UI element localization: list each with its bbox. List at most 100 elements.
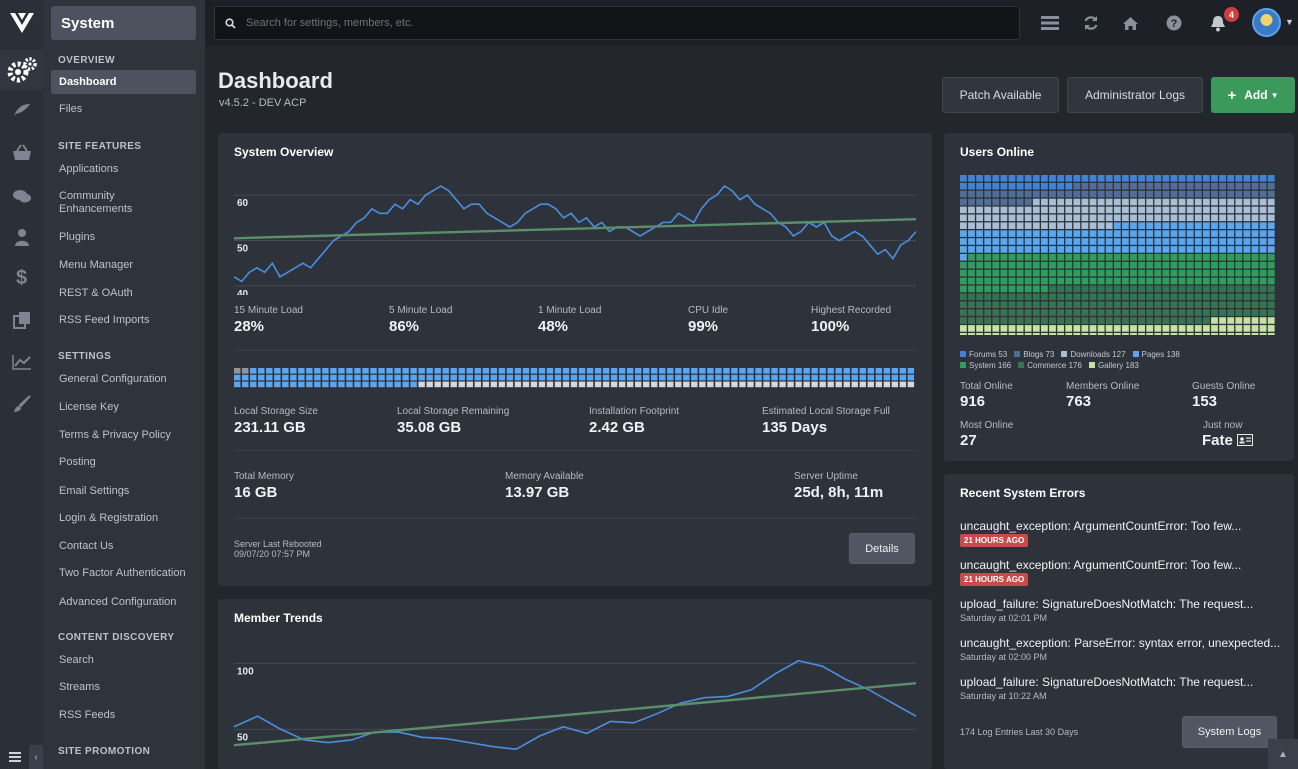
sidebar-item-two-factor[interactable]: Two Factor Authentication	[59, 567, 186, 579]
brush-icon[interactable]	[0, 384, 43, 424]
sidebar-item-files[interactable]: Files	[59, 103, 83, 115]
user-cell	[1081, 277, 1089, 285]
sidebar-item-contact-us[interactable]: Contact Us	[59, 540, 114, 552]
storage-cell	[362, 374, 369, 381]
dollar-icon[interactable]: $	[15, 266, 28, 289]
user-cell	[1081, 333, 1089, 335]
user-cell	[1162, 269, 1170, 277]
scroll-to-top-button[interactable]: ▲	[1268, 739, 1298, 769]
sidebar-item-menu-manager[interactable]: Menu Manager	[59, 259, 133, 271]
error-item-title[interactable]: uncaught_exception: ArgumentCountError: …	[960, 519, 1242, 533]
user-cell	[1194, 285, 1202, 293]
patch-available-button[interactable]: Patch Available	[942, 77, 1059, 113]
user-cell	[1081, 285, 1089, 293]
user-cell	[1186, 206, 1194, 214]
sidebar-item-posting[interactable]: Posting	[59, 456, 96, 468]
storage-cell	[282, 381, 289, 388]
user-cell	[976, 206, 983, 214]
gears-icon[interactable]	[0, 50, 43, 90]
sidebar-item-plugins[interactable]: Plugins	[59, 231, 96, 243]
user-cell	[960, 222, 967, 229]
user-cell	[960, 230, 967, 237]
copy-icon[interactable]	[0, 300, 43, 340]
storage-cell	[442, 368, 449, 374]
sidebar-item-license-key[interactable]: License Key	[59, 401, 119, 413]
user-cell	[1097, 261, 1105, 269]
sidebar-item-advanced-configuration[interactable]: Advanced Configuration	[59, 596, 177, 608]
sidebar-item-streams[interactable]: Streams	[59, 681, 100, 693]
user-cell	[1146, 285, 1154, 293]
sidebar-item-rss-feed-imports[interactable]: RSS Feed Imports	[59, 314, 150, 326]
storage-cell	[242, 368, 249, 374]
series-line	[234, 659, 916, 751]
user-icon[interactable]	[0, 217, 43, 257]
help-icon[interactable]: ?	[1164, 13, 1184, 33]
storage-cell	[787, 374, 794, 381]
details-button[interactable]: Details	[849, 533, 915, 564]
search-input[interactable]: Search for settings, members, etc.	[214, 6, 1020, 40]
user-cell	[1146, 182, 1154, 190]
trend-line	[234, 682, 916, 747]
chevron-down-icon[interactable]: ▼	[1285, 17, 1294, 27]
list-icon[interactable]	[1040, 13, 1060, 33]
user-cell	[1243, 214, 1251, 222]
user-cell	[1073, 175, 1081, 182]
storage-cell	[883, 374, 891, 381]
section-title[interactable]: System	[51, 6, 196, 40]
sidebar-item-applications[interactable]: Applications	[59, 163, 119, 175]
user-cell	[1016, 198, 1024, 206]
sidebar-item-community-enhancements[interactable]: Community Enhancements	[51, 190, 196, 216]
error-time-badge: 21 HOURS AGO	[960, 573, 1029, 586]
storage-cell	[795, 381, 802, 388]
sidebar-item-rest-oauth[interactable]: REST & OAuth	[59, 287, 133, 299]
sidebar-item-login-registration[interactable]: Login & Registration	[59, 512, 159, 524]
chart-icon[interactable]	[0, 342, 43, 382]
error-item-title[interactable]: upload_failure: SignatureDoesNotMatch: T…	[960, 597, 1254, 611]
just-now-user[interactable]: Fate	[1202, 432, 1254, 449]
bell-icon[interactable]	[1208, 13, 1228, 33]
sidebar-item-dashboard[interactable]: Dashboard	[51, 70, 196, 94]
logo-icon[interactable]	[0, 0, 43, 46]
sidebar-item-search[interactable]: Search	[59, 654, 94, 666]
user-cell	[1154, 198, 1162, 206]
home-icon[interactable]	[1120, 13, 1140, 33]
user-cell	[1113, 317, 1121, 324]
card-title: Recent System Errors	[960, 486, 1086, 500]
collapse-sidebar-button[interactable]: ‹	[29, 745, 43, 769]
user-cell	[1162, 206, 1170, 214]
user-cell	[1170, 190, 1178, 198]
menu-icon[interactable]	[0, 745, 29, 769]
user-cell	[1122, 309, 1129, 316]
basket-icon[interactable]	[0, 133, 43, 173]
error-item-title[interactable]: uncaught_exception: ArgumentCountError: …	[960, 558, 1242, 572]
feather-icon[interactable]	[0, 90, 43, 130]
comments-icon[interactable]	[0, 176, 43, 216]
sidebar-item-rss-feeds[interactable]: RSS Feeds	[59, 709, 116, 721]
user-cell	[992, 222, 1000, 229]
error-item-title[interactable]: upload_failure: SignatureDoesNotMatch: T…	[960, 675, 1254, 689]
system-logs-button[interactable]: System Logs	[1182, 716, 1277, 748]
add-button[interactable]: + Add ▼	[1211, 77, 1295, 113]
administrator-logs-button[interactable]: Administrator Logs	[1067, 77, 1203, 113]
search-icon	[225, 17, 236, 29]
sidebar-item-terms-privacy[interactable]: Terms & Privacy Policy	[59, 429, 171, 441]
storage-cell	[643, 368, 650, 374]
avatar[interactable]	[1252, 8, 1281, 37]
refresh-icon[interactable]	[1081, 13, 1101, 33]
storage-cell	[578, 368, 586, 374]
user-cell	[1186, 238, 1194, 245]
user-cell	[1243, 198, 1251, 206]
user-cell	[1065, 238, 1073, 245]
user-cell	[1113, 301, 1121, 308]
user-cell	[984, 206, 992, 214]
user-cell	[1097, 238, 1105, 245]
storage-cell	[426, 368, 433, 374]
sidebar-item-email-settings[interactable]: Email Settings	[59, 485, 130, 497]
user-cell	[1105, 222, 1113, 229]
user-cell	[1194, 206, 1202, 214]
storage-cell	[474, 381, 481, 388]
user-cell	[1227, 309, 1235, 316]
sidebar-item-general-configuration[interactable]: General Configuration	[59, 373, 167, 385]
user-cell	[1203, 277, 1210, 285]
error-item-title[interactable]: uncaught_exception: ParseError: syntax e…	[960, 636, 1281, 650]
